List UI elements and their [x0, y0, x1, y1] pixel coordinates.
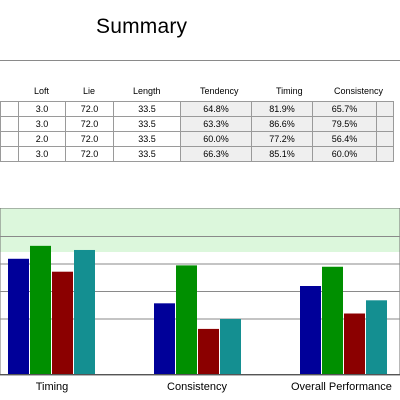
length-cell: 33.5 — [113, 131, 181, 147]
bar-consistency-series-3 — [198, 328, 219, 374]
chart-highlight-band — [0, 208, 400, 252]
row-label-cell — [0, 146, 19, 162]
summary-table: 3.0 72.0 33.5 64.8% 81.9% 65.7% 3.0 72.0… — [0, 101, 394, 162]
tendency-cell: 64.8% — [180, 101, 252, 117]
consistency-cell: 65.7% — [312, 101, 377, 117]
table-row: 2.0 72.0 33.5 60.0% 77.2% 56.4% — [0, 131, 394, 147]
header-lie: Lie — [83, 86, 96, 96]
x-tick-label-timing: Timing — [36, 381, 69, 393]
length-cell: 33.5 — [113, 146, 181, 162]
page-title: Summary — [96, 15, 188, 38]
timing-cell: 77.2% — [251, 131, 313, 147]
overflow-cell — [376, 101, 394, 117]
table-row: 3.0 72.0 33.5 64.8% 81.9% 65.7% — [0, 101, 394, 117]
lie-cell: 72.0 — [65, 146, 114, 162]
tendency-cell: 60.0% — [180, 131, 252, 147]
lie-cell: 72.0 — [65, 131, 114, 147]
header-tendency: Tendency — [200, 86, 239, 96]
row-label-cell — [0, 101, 19, 117]
loft-cell: 3.0 — [18, 101, 66, 117]
x-tick-label-consistency: Consistency — [167, 381, 227, 393]
length-cell: 33.5 — [113, 101, 181, 117]
row-label-cell — [0, 116, 19, 132]
consistency-cell: 60.0% — [312, 146, 377, 162]
timing-cell: 81.9% — [251, 101, 313, 117]
header-timing: Timing — [276, 86, 303, 96]
bar-overall-performance-series-4 — [366, 300, 387, 374]
length-cell: 33.5 — [113, 116, 181, 132]
header-loft: Loft — [34, 86, 50, 96]
consistency-cell: 56.4% — [312, 131, 377, 147]
loft-cell: 3.0 — [18, 146, 66, 162]
x-tick-label-overall-performance: Overall Performance — [291, 381, 392, 393]
header-consistency: Consistency — [334, 86, 384, 96]
bar-marks — [8, 245, 387, 374]
overflow-cell — [376, 146, 394, 162]
bar-timing-series-4 — [74, 249, 95, 374]
bar-overall-performance-series-2 — [322, 266, 343, 374]
lie-cell: 72.0 — [65, 101, 114, 117]
overflow-cell — [376, 131, 394, 147]
table-row: 3.0 72.0 33.5 66.3% 85.1% 60.0% — [0, 146, 394, 162]
performance-bar-chart: Timing Consistency Overall Performance — [0, 208, 400, 400]
bar-timing-series-1 — [8, 258, 29, 374]
bar-consistency-series-1 — [154, 303, 175, 374]
overflow-cell — [376, 116, 394, 132]
timing-cell: 85.1% — [251, 146, 313, 162]
lie-cell: 72.0 — [65, 116, 114, 132]
tendency-cell: 66.3% — [180, 146, 252, 162]
divider — [0, 60, 400, 61]
tendency-cell: 63.3% — [180, 116, 252, 132]
bar-overall-performance-series-1 — [300, 286, 321, 374]
table-row: 3.0 72.0 33.5 63.3% 86.6% 79.5% — [0, 116, 394, 132]
timing-cell: 86.6% — [251, 116, 313, 132]
bar-consistency-series-4 — [220, 319, 241, 374]
bar-overall-performance-series-3 — [344, 313, 365, 374]
header-length: Length — [133, 86, 161, 96]
loft-cell: 2.0 — [18, 131, 66, 147]
loft-cell: 3.0 — [18, 116, 66, 132]
bar-timing-series-2 — [30, 245, 51, 374]
consistency-cell: 79.5% — [312, 116, 377, 132]
bar-timing-series-3 — [52, 271, 73, 374]
row-label-cell — [0, 131, 19, 147]
bar-consistency-series-2 — [176, 265, 197, 374]
